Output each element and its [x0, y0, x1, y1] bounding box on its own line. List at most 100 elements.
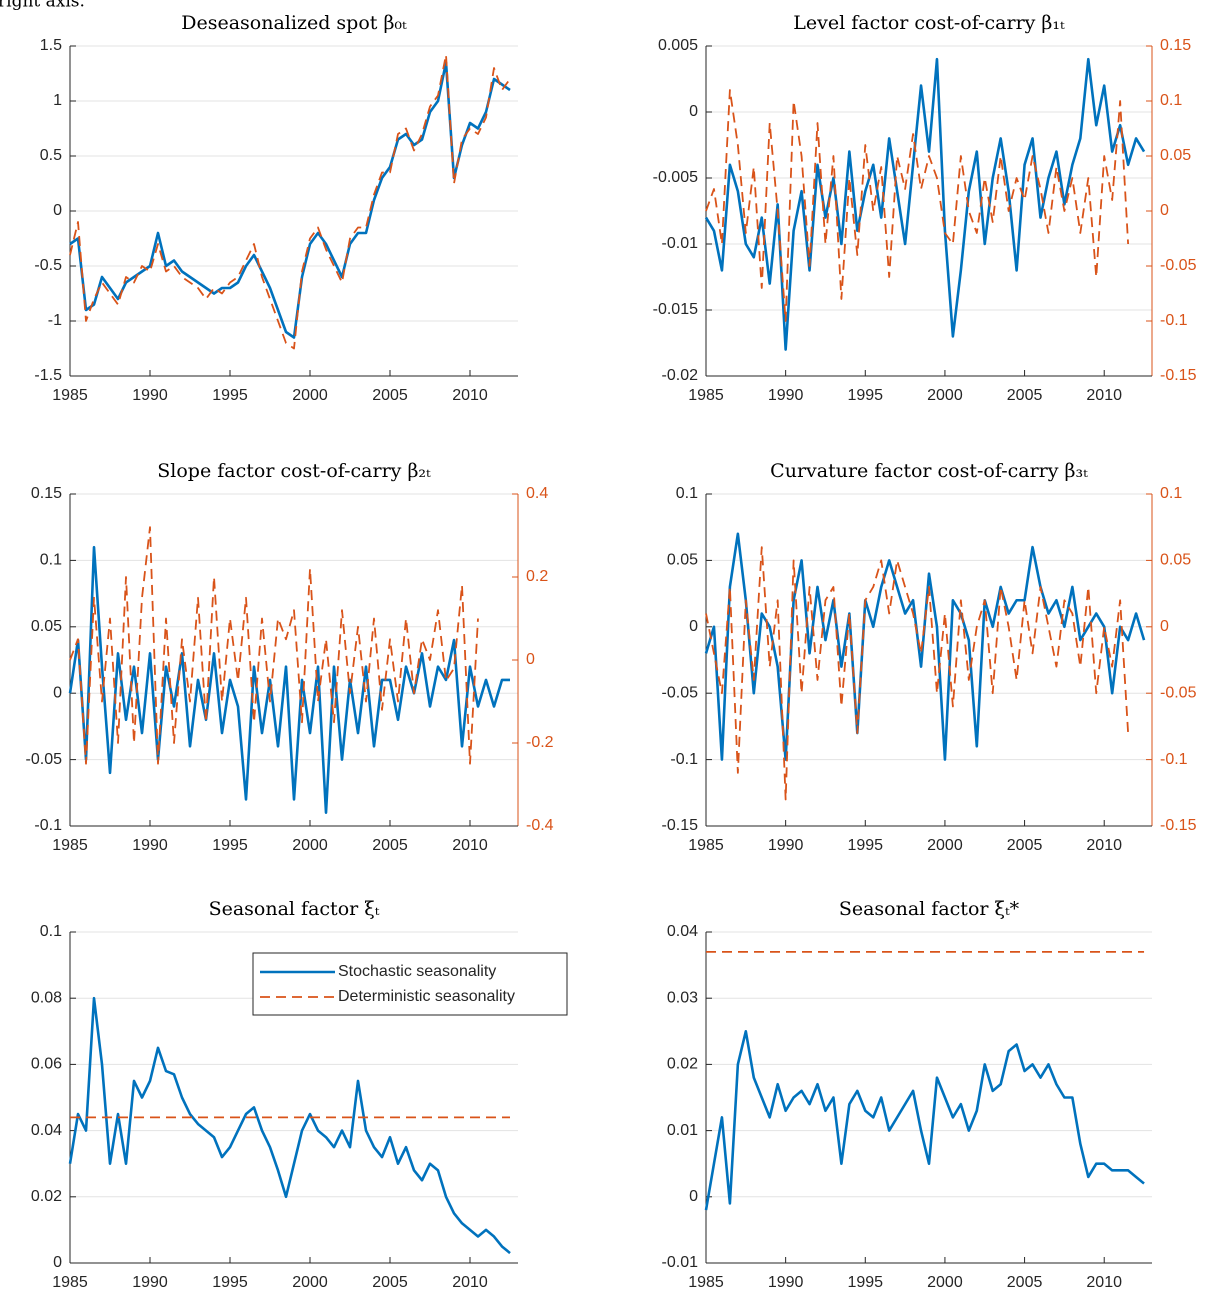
- plot: [68, 526, 510, 815]
- y2-tick-label: 0.1: [1160, 485, 1182, 502]
- y2-tick-label: 0.1: [1160, 92, 1182, 109]
- y-tick-label: 0: [53, 684, 62, 701]
- x-tick-label: 1990: [768, 1274, 804, 1291]
- y-tick-label: 0.04: [31, 1122, 62, 1139]
- y-tick-label: 0.03: [667, 989, 698, 1006]
- y-tick-label: 0.15: [31, 485, 62, 502]
- x-tick-label: 1995: [212, 837, 248, 854]
- y2-tick-label: 0.15: [1160, 37, 1191, 54]
- y-tick-label: 0: [53, 202, 62, 219]
- x-tick-label: 2000: [292, 387, 328, 404]
- x-tick-label: 1990: [132, 387, 168, 404]
- series-line: [69, 53, 511, 350]
- y-tick-label: 0: [689, 103, 698, 120]
- y-tick-label: 0.06: [31, 1056, 62, 1073]
- y-tick-label: 0: [689, 1188, 698, 1205]
- y-tick-label: 0.02: [667, 1056, 698, 1073]
- y-tick-label: 0.01: [667, 1122, 698, 1139]
- x-tick-label: 2005: [372, 387, 408, 404]
- y2-tick-label: 0.05: [1160, 552, 1191, 569]
- x-tick-label: 2000: [292, 837, 328, 854]
- series-line: [69, 61, 511, 339]
- y2-tick-label: -0.05: [1160, 684, 1197, 701]
- x-tick-label: 1995: [847, 1274, 883, 1291]
- y-tick-label: -0.01: [662, 1254, 699, 1271]
- x-tick-label: 2000: [927, 837, 963, 854]
- chart-title: Seasonal factor ξₜ*: [839, 898, 1020, 920]
- y-tick-label: -0.015: [653, 301, 698, 318]
- x-tick-label: 1990: [132, 1274, 168, 1291]
- y-tick-label: 0.04: [667, 923, 698, 940]
- x-tick-label: 2010: [1086, 1274, 1122, 1291]
- y-tick-label: 0.1: [676, 485, 698, 502]
- y-tick-label: 0.08: [31, 989, 62, 1006]
- y-tick-label: 0.05: [31, 618, 62, 635]
- y2-tick-label: -0.05: [1160, 257, 1197, 274]
- legend-label: Deterministic seasonality: [338, 988, 515, 1005]
- y2-tick-label: 0: [526, 651, 535, 668]
- y2-tick-label: -0.1: [1160, 312, 1188, 329]
- y-tick-label: -0.1: [34, 817, 62, 834]
- x-tick-label: 1990: [132, 837, 168, 854]
- x-tick-label: 1985: [688, 1274, 724, 1291]
- x-tick-label: 2000: [292, 1274, 328, 1291]
- x-tick-label: 1985: [688, 837, 724, 854]
- x-tick-label: 2010: [1086, 837, 1122, 854]
- y2-tick-label: -0.4: [526, 817, 554, 834]
- series-line: [68, 996, 511, 1255]
- y-tick-label: -0.1: [670, 751, 698, 768]
- chart-title: Seasonal factor ξₜ: [209, 898, 380, 920]
- y2-tick-label: -0.15: [1160, 817, 1197, 834]
- x-tick-label: 1985: [688, 387, 724, 404]
- x-tick-label: 1995: [847, 387, 883, 404]
- plot: [68, 996, 511, 1255]
- legend-label: Stochastic seasonality: [338, 963, 496, 980]
- plot: [69, 53, 511, 350]
- y-tick-label: 1.5: [40, 37, 62, 54]
- x-tick-label: 1985: [52, 1274, 88, 1291]
- y2-tick-label: -0.1: [1160, 751, 1188, 768]
- series-line: [704, 532, 1146, 761]
- y-tick-label: 0.005: [658, 37, 698, 54]
- x-tick-label: 1985: [52, 837, 88, 854]
- x-tick-label: 1985: [52, 387, 88, 404]
- series-line: [704, 57, 1146, 351]
- x-tick-label: 2005: [1007, 387, 1043, 404]
- y-tick-label: -0.15: [662, 817, 699, 834]
- y-tick-label: -0.02: [662, 367, 699, 384]
- x-tick-label: 2010: [452, 1274, 488, 1291]
- x-tick-label: 1995: [847, 837, 883, 854]
- y2-tick-label: 0: [1160, 618, 1169, 635]
- y-tick-label: -1.5: [34, 367, 62, 384]
- y-tick-label: -0.005: [653, 169, 698, 186]
- x-tick-label: 1990: [768, 837, 804, 854]
- y2-tick-label: 0.4: [526, 485, 548, 502]
- chart-title: Deseasonalized spot β₀ₜ: [181, 12, 407, 34]
- y2-tick-label: 0.2: [526, 568, 548, 585]
- y-tick-label: 0.1: [40, 552, 62, 569]
- x-tick-label: 2000: [927, 387, 963, 404]
- series-line: [705, 89, 1130, 322]
- y-tick-label: -0.05: [662, 684, 699, 701]
- y-tick-label: -1: [48, 312, 62, 329]
- x-tick-label: 1995: [212, 387, 248, 404]
- plot: [704, 950, 1145, 1211]
- x-tick-label: 2010: [1086, 387, 1122, 404]
- series-line: [68, 545, 510, 815]
- y2-tick-label: -0.2: [526, 734, 554, 751]
- chart-title: Slope factor cost-of-carry β₂ₜ: [157, 460, 431, 482]
- y-tick-label: -0.5: [34, 257, 62, 274]
- y-tick-label: 0.02: [31, 1188, 62, 1205]
- y-tick-label: 0: [689, 618, 698, 635]
- y-tick-label: 0.1: [40, 923, 62, 940]
- y2-tick-label: 0.05: [1160, 147, 1191, 164]
- x-tick-label: 2005: [1007, 837, 1043, 854]
- x-tick-label: 1995: [212, 1274, 248, 1291]
- plot: [704, 532, 1146, 801]
- y-tick-label: 1: [53, 92, 62, 109]
- x-tick-label: 2005: [372, 837, 408, 854]
- x-tick-label: 2010: [452, 837, 488, 854]
- chart-title: Curvature factor cost-of-carry β₃ₜ: [770, 460, 1088, 482]
- x-tick-label: 2000: [927, 1274, 963, 1291]
